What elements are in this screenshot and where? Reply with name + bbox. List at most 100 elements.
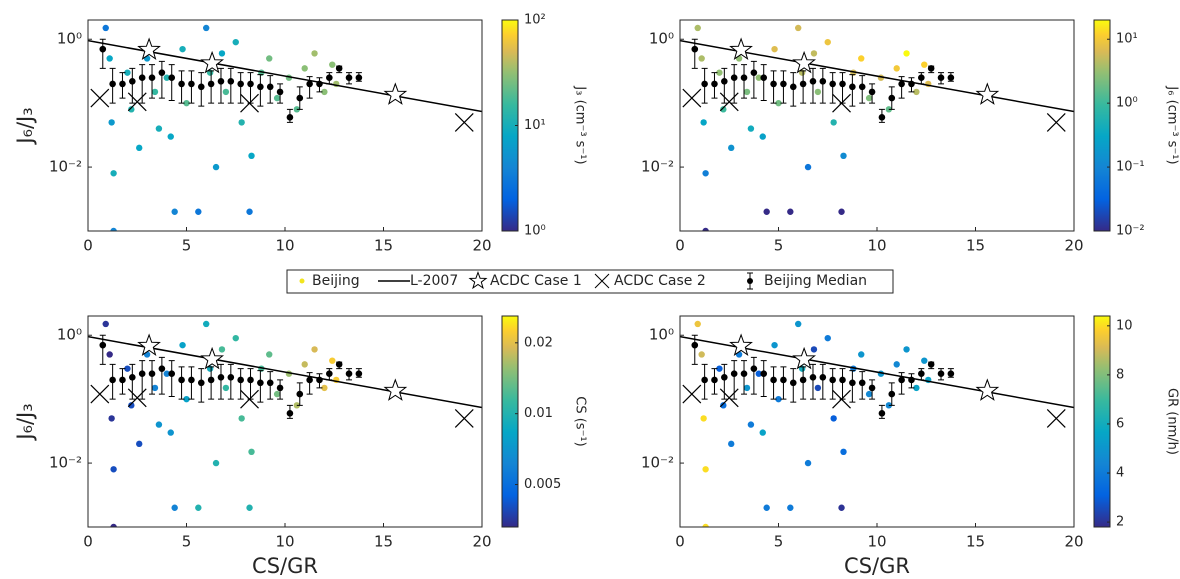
acdc-case1-star <box>975 378 1000 401</box>
acdc-case1-star <box>137 37 161 61</box>
beijing-point <box>329 357 336 364</box>
median-point <box>266 379 274 387</box>
beijing-point <box>110 466 117 473</box>
colorbar-tick-label: 8 <box>1116 367 1124 382</box>
median-errorbar <box>691 38 698 69</box>
colorbar-tick-label: 4 <box>1116 466 1124 481</box>
beijing-point <box>903 50 910 57</box>
beijing-point <box>771 341 778 349</box>
beijing-point <box>747 125 755 132</box>
median-errorbar <box>829 368 836 400</box>
beijing-point <box>771 45 778 53</box>
beijing-point <box>266 55 273 62</box>
median-point <box>691 45 699 53</box>
beijing-point <box>155 421 163 428</box>
beijing-point <box>804 163 812 171</box>
median-point <box>760 74 768 82</box>
median-errorbar <box>731 360 738 400</box>
median-point <box>898 376 905 384</box>
beijing-point <box>321 88 328 96</box>
colorbar-tick-label: 10² <box>524 13 546 28</box>
median-errorbar <box>149 64 156 99</box>
beijing-point <box>759 133 766 140</box>
beijing-point <box>700 415 707 422</box>
beijing-point <box>301 65 308 72</box>
beijing-point <box>108 119 115 126</box>
median-point <box>829 80 836 88</box>
median-errorbar <box>731 64 738 104</box>
beijing-point <box>273 94 281 102</box>
median-point <box>148 370 156 378</box>
median-point <box>819 373 827 381</box>
median-point <box>129 373 136 381</box>
beijing-point <box>124 69 131 76</box>
median-errorbar <box>158 60 165 99</box>
x-axis-label: CS/GR <box>844 554 910 578</box>
colorbar <box>1093 315 1111 528</box>
median-point <box>868 384 876 392</box>
acdc-case2-cross <box>454 408 474 428</box>
median-point <box>711 80 718 88</box>
median-point <box>335 361 343 368</box>
legend-label: ACDC Case 1 <box>490 273 582 289</box>
beijing-point <box>747 421 755 428</box>
median-errorbar <box>227 363 234 400</box>
median-errorbar <box>741 64 748 99</box>
median-point <box>750 365 758 372</box>
beijing-point <box>218 346 226 353</box>
colorbar-tick-label: 0.02 <box>524 335 553 350</box>
colorbar-tick-label: 0.01 <box>524 406 553 421</box>
y-tick-label: 10⁻² <box>49 454 82 472</box>
median-point <box>316 376 323 384</box>
median-errorbar <box>721 67 728 104</box>
median-errorbar <box>750 60 757 99</box>
beijing-point <box>179 45 186 53</box>
legend: Beijing L-2007 ACDC Case 1 ACDC Case 2 Beiji… <box>299 271 867 290</box>
beijing-point <box>222 88 230 96</box>
median-point <box>217 373 225 381</box>
beijing-point <box>246 208 253 215</box>
panel: 0 5 10 15 20 10⁻² 10⁰ 10⁻² 10⁻¹ 10⁰ 10¹ J₆ (cm⁻³ s⁻… <box>641 19 1180 255</box>
beijing-point <box>814 384 822 392</box>
beijing-point <box>702 523 709 527</box>
median-point <box>721 77 728 85</box>
beijing-point <box>720 402 727 409</box>
beijing-point <box>136 440 143 448</box>
beijing-point <box>743 384 751 392</box>
acdc-case2-cross <box>682 88 702 108</box>
acdc-case2-cross <box>90 88 110 108</box>
median-errorbar <box>721 363 728 400</box>
beijing-point <box>248 448 255 456</box>
legend-label: ACDC Case 2 <box>614 273 706 289</box>
beijing-point <box>238 119 245 126</box>
median-errorbar <box>829 72 836 104</box>
median-errorbar <box>257 370 264 403</box>
median-errorbar <box>217 363 224 400</box>
median-point <box>168 74 176 82</box>
median-errorbar <box>306 76 313 99</box>
beijing-point <box>716 69 723 76</box>
beijing-point <box>110 170 117 177</box>
beijing-point <box>167 133 174 140</box>
legend-label: Beijing Median <box>764 273 867 289</box>
panel: 0 5 10 15 20 10⁻² 10⁰ CS/GR 2 4 6 8 10 GR (nm/h) <box>641 315 1180 578</box>
median-point <box>119 80 126 88</box>
median-point <box>158 69 166 76</box>
y-axis-label: J₆/J₃ <box>13 403 37 441</box>
beijing-point <box>110 523 117 527</box>
beijing-point <box>163 74 170 81</box>
median-point <box>937 370 945 378</box>
y-tick-label: 10⁻² <box>641 454 674 472</box>
beijing-point <box>830 119 837 126</box>
median-point <box>947 74 955 82</box>
median-point <box>888 390 896 398</box>
beijing-point <box>795 320 802 328</box>
colorbar-label: J₆ (cm⁻³ s⁻¹) <box>1165 85 1180 164</box>
beijing-point <box>865 390 873 398</box>
median-point <box>227 373 235 381</box>
acdc-case1-star <box>137 333 161 357</box>
beijing-point <box>232 334 239 342</box>
median-point <box>730 74 738 82</box>
median-point <box>849 83 856 91</box>
median-point <box>799 80 807 88</box>
